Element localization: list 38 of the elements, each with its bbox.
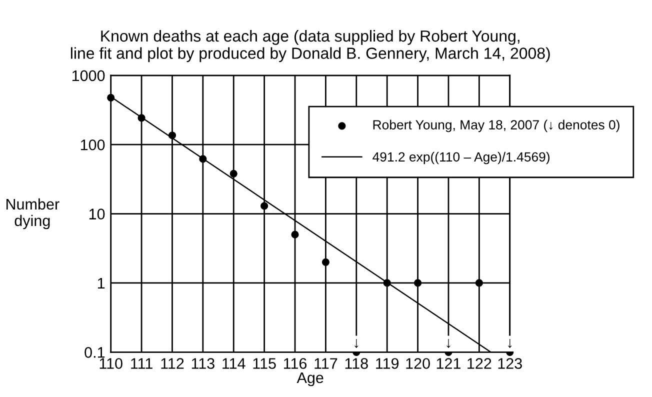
point: [168, 132, 176, 140]
x-tick-label: 119: [376, 358, 399, 369]
annotation: ↓: [354, 338, 358, 348]
y-tick-label: 0.1: [84, 347, 105, 358]
x-tick-label: 110: [100, 358, 122, 369]
x-tick-label: 121: [436, 358, 460, 369]
point: [383, 279, 391, 287]
x-tick-label: 114: [222, 358, 246, 369]
x-tick-label: 115: [253, 358, 276, 369]
y-axis-title: Number dying: [6, 198, 60, 230]
annotation: ↓: [446, 338, 450, 348]
chart-title: Known deaths at each age (data supplied by Robert Young, line fit and plot by produced by Donald B. Gennery, March 14, 2008): [70, 30, 550, 62]
legend-label: 491.2 exp((110 – Age)/1.4569): [372, 152, 550, 164]
y-tick-label: 100: [80, 139, 105, 150]
annotation: ↓: [508, 338, 512, 348]
x-tick-label: 112: [161, 358, 184, 369]
y-tick-label: 10: [89, 208, 105, 220]
point: [199, 155, 207, 163]
x-axis-title: Age: [296, 372, 324, 386]
x-tick-label: 122: [468, 358, 492, 369]
x-tick-label: 118: [345, 358, 368, 369]
point: [414, 279, 422, 287]
y-tick-label: 1: [98, 278, 105, 288]
point: [138, 114, 146, 122]
point: [322, 258, 330, 266]
point: [230, 170, 238, 178]
x-tick-label: 120: [406, 358, 430, 369]
legend-label: Robert Young, May 18, 2007 (↓ denotes 0): [373, 120, 620, 132]
y-tick-label: 1000: [72, 70, 105, 82]
x-tick-label: 113: [192, 358, 214, 369]
x-tick-label: 123: [498, 358, 522, 369]
point: [475, 279, 483, 287]
x-tick-label: 116: [284, 358, 307, 369]
point: [291, 230, 299, 238]
x-tick-label: 111: [131, 358, 152, 369]
x-tick-label: 117: [314, 358, 338, 369]
point: [260, 202, 268, 210]
point: [107, 94, 115, 102]
